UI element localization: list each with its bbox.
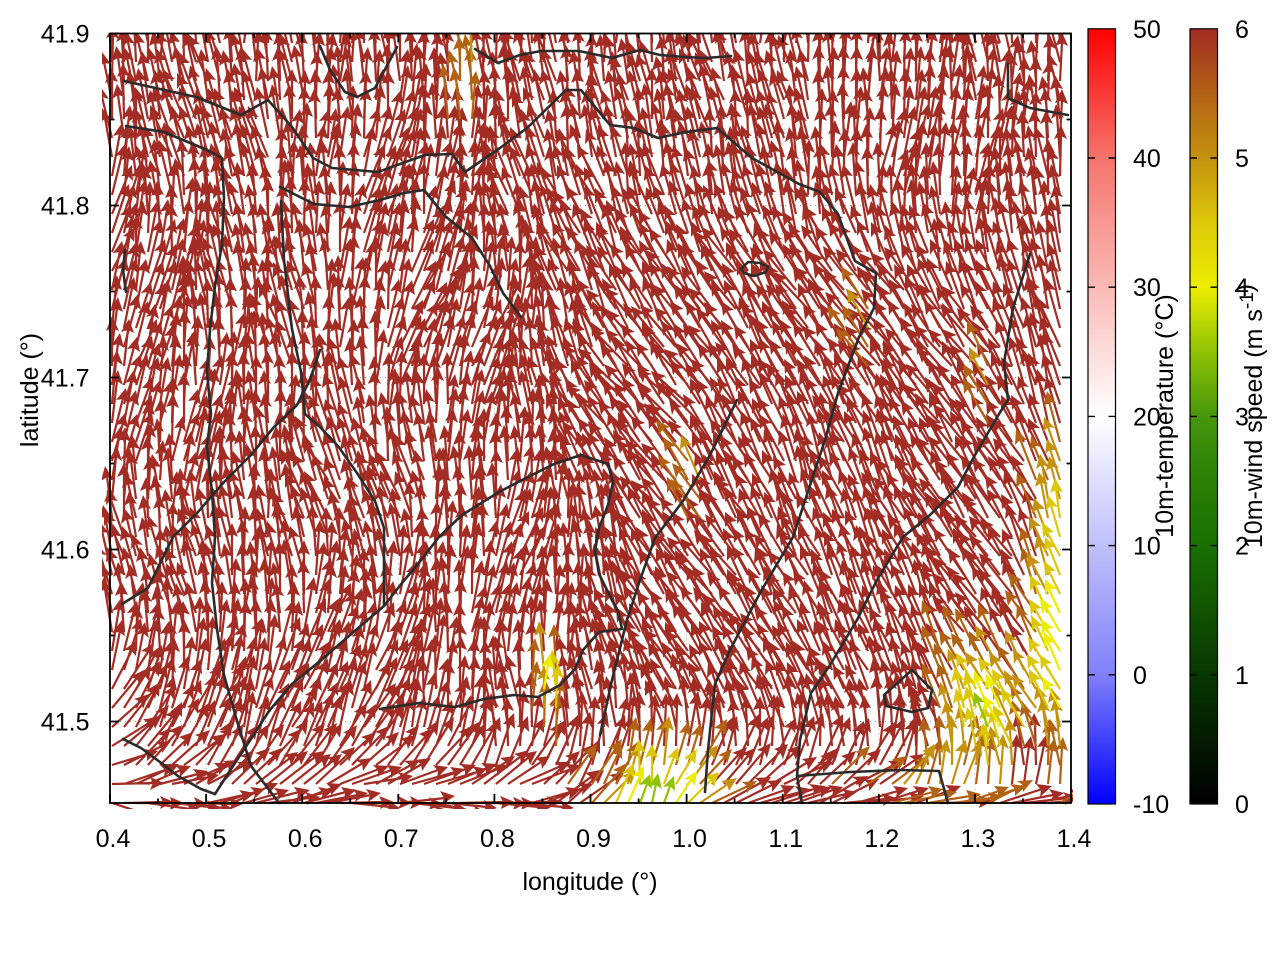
svg-text:0.7: 0.7	[384, 825, 419, 853]
svg-text:0.5: 0.5	[192, 825, 227, 853]
svg-text:4: 4	[1235, 274, 1249, 302]
svg-text:1.1: 1.1	[768, 825, 803, 853]
svg-text:0.6: 0.6	[288, 825, 323, 853]
svg-text:5: 5	[1235, 145, 1249, 173]
svg-text:30: 30	[1133, 274, 1161, 302]
svg-text:2: 2	[1235, 533, 1249, 561]
svg-text:1.4: 1.4	[1057, 825, 1092, 853]
svg-text:0.8: 0.8	[480, 825, 515, 853]
svg-text:41.6: 41.6	[41, 537, 90, 565]
svg-text:6: 6	[1235, 16, 1249, 44]
svg-text:41.8: 41.8	[41, 193, 90, 221]
svg-text:41.5: 41.5	[41, 709, 90, 737]
svg-text:1: 1	[1235, 662, 1249, 690]
svg-text:1.2: 1.2	[864, 825, 899, 853]
svg-text:40: 40	[1133, 145, 1161, 173]
svg-text:0.9: 0.9	[576, 825, 611, 853]
svg-text:latitude (°): latitude (°)	[16, 333, 44, 447]
svg-text:41.7: 41.7	[41, 365, 90, 393]
svg-text:20: 20	[1133, 403, 1161, 431]
svg-text:1.0: 1.0	[672, 825, 707, 853]
svg-text:3: 3	[1235, 403, 1249, 431]
svg-text:41.9: 41.9	[41, 21, 90, 49]
svg-text:0.4: 0.4	[96, 825, 131, 853]
svg-text:longitude (°): longitude (°)	[522, 868, 657, 896]
svg-text:10m-temperature (°C): 10m-temperature (°C)	[1151, 294, 1179, 537]
svg-text:1.3: 1.3	[961, 825, 996, 853]
svg-text:0: 0	[1133, 662, 1147, 690]
svg-text:0: 0	[1235, 791, 1249, 819]
svg-text:10: 10	[1133, 533, 1161, 561]
svg-text:-10: -10	[1133, 791, 1169, 819]
svg-text:50: 50	[1133, 16, 1161, 44]
